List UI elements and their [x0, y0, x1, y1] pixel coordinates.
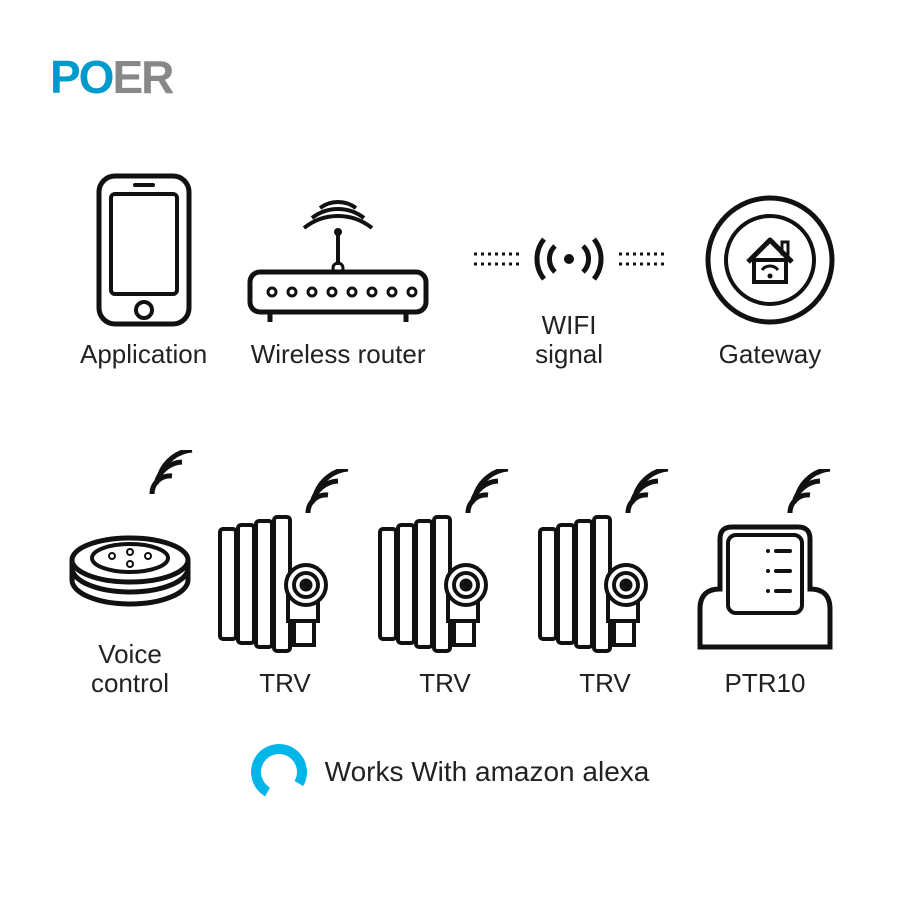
gateway-label: Gateway [719, 340, 822, 369]
router-icon [238, 170, 438, 330]
voice-control-label: Voice control [91, 640, 169, 697]
voice-control-node: Voice control [60, 440, 200, 697]
router-node: Wireless router [238, 170, 438, 369]
trv-label-3: TRV [579, 669, 631, 698]
top-row: Application [80, 170, 840, 369]
trv-node-1: TRV [210, 469, 360, 698]
trv-label-1: TRV [259, 669, 311, 698]
smartphone-icon [89, 170, 199, 330]
trv-radiator-icon [210, 469, 360, 659]
trv-node-2: TRV [370, 469, 520, 698]
footer: Works With amazon alexa [0, 744, 900, 800]
brand-part2: ER [112, 51, 172, 103]
footer-text: Works With amazon alexa [325, 756, 650, 788]
alexa-ring-icon [244, 738, 313, 807]
trv-radiator-icon [530, 469, 680, 659]
application-label: Application [80, 340, 207, 369]
echo-dot-icon [60, 440, 200, 630]
bottom-row: Voice control [60, 440, 840, 697]
brand-part1: PO [50, 51, 112, 103]
ptr10-node: PTR10 [690, 469, 840, 698]
wifi-signal-icon [469, 181, 669, 301]
brand-logo: POER [50, 50, 172, 104]
thermostat-receiver-icon [690, 469, 840, 659]
wifi-signal-label: WIFI signal [535, 311, 603, 368]
gateway-icon [700, 170, 840, 330]
trv-label-2: TRV [419, 669, 471, 698]
router-label: Wireless router [251, 340, 426, 369]
trv-radiator-icon [370, 469, 520, 659]
gateway-node: Gateway [700, 170, 840, 369]
application-node: Application [80, 170, 207, 369]
ptr10-label: PTR10 [725, 669, 806, 698]
trv-node-3: TRV [530, 469, 680, 698]
wifi-signal-node: WIFI signal [469, 181, 669, 368]
